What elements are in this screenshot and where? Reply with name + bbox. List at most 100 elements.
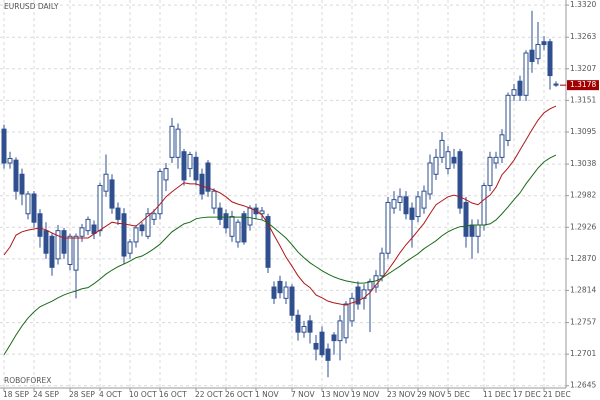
last-price-box (567, 80, 599, 91)
candle-body (85, 218, 91, 232)
candle-body (475, 224, 481, 237)
candle-body (337, 320, 343, 342)
x-tick-label: 18 SEP (3, 390, 29, 399)
y-tick-label: 1.2757 (570, 318, 596, 327)
x-tick-label: 1 NOV (255, 390, 280, 399)
candle-body (415, 196, 421, 218)
candle-body (199, 173, 205, 195)
candle-body (457, 151, 463, 209)
watermark: ROBOFOREX (4, 376, 51, 385)
candle-body (307, 320, 313, 333)
x-tick-label: 10 OCT (129, 390, 157, 399)
y-tick-label: 1.2645 (570, 381, 596, 390)
x-tick-label: 16 OCT (159, 390, 187, 399)
candle-body (325, 348, 331, 361)
candle-body (403, 196, 409, 215)
x-tick-label: 28 SEP (69, 390, 95, 399)
candle-body (505, 94, 511, 141)
candle-body (103, 173, 109, 192)
candle-body (319, 331, 325, 356)
candle-body (169, 125, 175, 158)
candle-body (67, 235, 73, 265)
candle-body (229, 216, 235, 237)
x-tick-label: 22 OCT (195, 390, 223, 399)
candle-body (523, 52, 529, 96)
y-tick-label: 1.2870 (570, 254, 596, 263)
candle-body (19, 173, 25, 195)
candle-body (139, 224, 145, 232)
y-tick-label: 1.3207 (570, 64, 596, 73)
candle-body (493, 156, 499, 164)
candle-body (511, 89, 517, 96)
x-tick-label: 19 NOV (351, 390, 380, 399)
candle-body (349, 297, 355, 322)
x-tick-label: 5 DEC (447, 390, 470, 399)
x-tick-label: 24 SEP (33, 390, 59, 399)
candle-body (157, 170, 163, 215)
y-tick-label: 1.2926 (570, 222, 596, 231)
candle-body (115, 207, 121, 220)
y-tick-label: 1.2982 (570, 191, 596, 200)
candle-body (427, 162, 433, 195)
candle-body (79, 227, 85, 237)
candle-body (313, 342, 319, 350)
candle-body (343, 303, 349, 339)
x-tick-label: 17 DEC (513, 390, 541, 399)
candle-body (49, 235, 55, 268)
candle-body (61, 230, 67, 254)
candle-body (301, 326, 307, 333)
x-tick-label: 4 OCT (99, 390, 122, 399)
x-tick-label: 13 NOV (321, 390, 350, 399)
candle-body (289, 286, 295, 316)
candle-body (223, 213, 229, 229)
candle-body (127, 241, 133, 254)
plot (1, 10, 559, 378)
candle-body (469, 224, 475, 237)
candle-body (73, 235, 79, 271)
candle-body (283, 286, 289, 299)
y-tick-label: 1.3151 (570, 95, 596, 104)
candle-body (25, 193, 31, 215)
last-price-label: 1.3178 (570, 80, 596, 89)
y-tick-label: 1.3038 (570, 159, 596, 168)
candle-body (385, 201, 391, 254)
candle-body (487, 156, 493, 187)
candle-body (145, 213, 151, 237)
candle-body (271, 286, 277, 299)
candle-body (55, 230, 61, 260)
candle-body (433, 156, 439, 175)
y-tick-label: 1.3263 (570, 32, 596, 41)
candle-body (1, 128, 7, 164)
y-tick-label: 1.2814 (570, 285, 596, 294)
candle-body (541, 41, 547, 46)
candle-body (151, 213, 157, 220)
ma-line (3, 154, 557, 355)
x-tick-label: 11 DEC (483, 390, 511, 399)
candle-body (355, 286, 361, 305)
y-tick-label: 1.3095 (570, 127, 596, 136)
candle-body (259, 210, 265, 215)
candle-body (247, 207, 253, 226)
candle-body (277, 280, 283, 294)
candle-body (391, 199, 397, 209)
candle-body (463, 201, 469, 237)
candle-body (241, 213, 247, 243)
candle-body (175, 128, 181, 158)
candle-body (517, 80, 523, 96)
candle-body (181, 151, 187, 181)
candle-body (397, 196, 403, 203)
candle-body (217, 207, 223, 220)
candle-body (331, 334, 337, 342)
x-tick-label: 26 OCT (225, 390, 253, 399)
candle-body (211, 190, 217, 209)
candle-body (97, 185, 103, 232)
x-tick-label: 7 NOV (291, 390, 316, 399)
candle-body (499, 134, 505, 158)
y-tick-label: 1.2701 (570, 349, 596, 358)
x-tick-label: 21 DEC (543, 390, 571, 399)
candle-body (37, 213, 43, 237)
y-tick-label: 1.3320 (570, 0, 596, 9)
candle-body (445, 151, 451, 170)
chart-title: EURUSD DAILY (4, 2, 59, 11)
